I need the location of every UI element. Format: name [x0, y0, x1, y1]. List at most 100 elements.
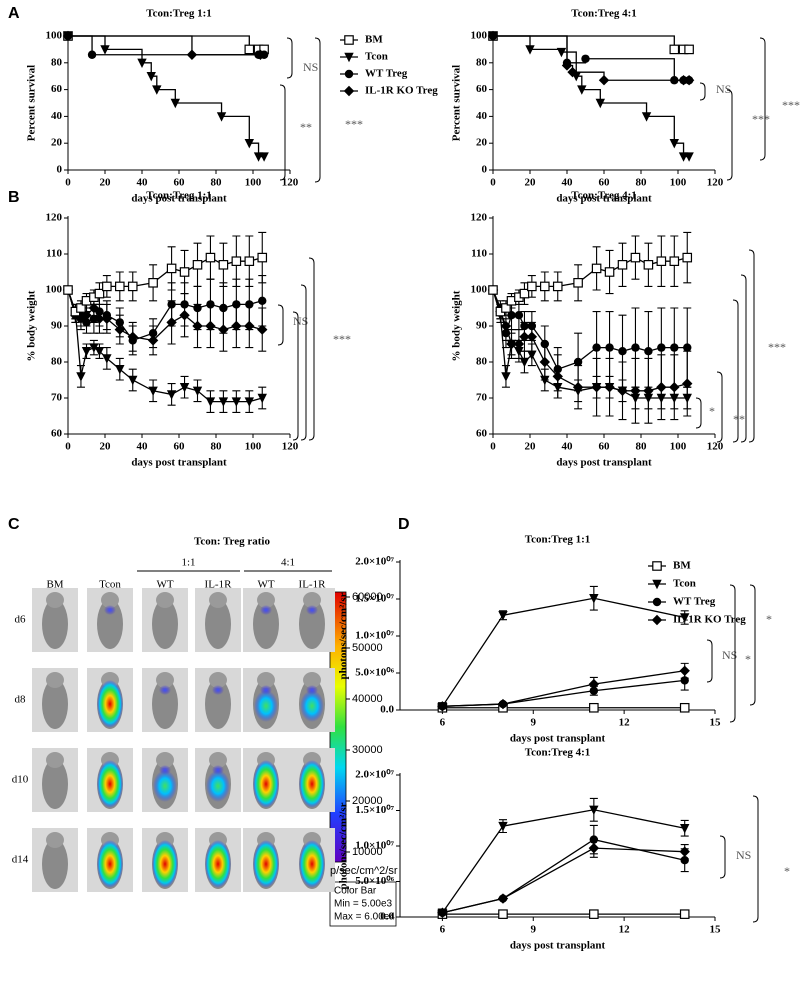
significance-bracket [695, 397, 702, 429]
signal [104, 605, 116, 615]
signal [306, 605, 318, 615]
marker-diamond [604, 382, 615, 393]
step-line [68, 35, 265, 158]
marker-diamond [513, 338, 525, 350]
row-label: d6 [15, 614, 27, 626]
signal [253, 840, 279, 888]
chart-title: Tcon:Treg 1:1 [525, 534, 591, 546]
chart: Tcon:Treg 1:1 0.0 5.0×10⁰⁶ 1.0×10⁰⁷ 1.5×10⁰⁷… [338, 534, 772, 745]
marker-circle [507, 311, 516, 320]
marker-diamond [437, 701, 448, 712]
x-tick-label: 100 [670, 177, 687, 189]
y-tick-label: 1.5×10⁰⁷ [355, 593, 394, 605]
x-tick-label: 60 [599, 441, 611, 453]
y-tick-label: 20 [476, 137, 488, 149]
mouse-head [46, 752, 64, 768]
y-tick-label: 0.0 [380, 911, 394, 923]
x-tick-label: 40 [137, 177, 149, 189]
significance-label: *** [752, 112, 770, 126]
marker-diamond [497, 698, 509, 710]
marker-triangle [498, 821, 508, 832]
marker-diamond [679, 846, 690, 857]
x-tick-label: 20 [100, 177, 112, 189]
marker-square [205, 252, 216, 263]
marker-square [669, 256, 680, 266]
mouse-head [303, 672, 321, 688]
x-tick-label: 12 [619, 717, 631, 729]
mouse-head [46, 672, 64, 688]
significance-bracket [752, 795, 759, 923]
marker-triangle [205, 397, 216, 407]
marker-triangle [152, 85, 162, 95]
marker-triangle [218, 397, 229, 407]
mouse-body [97, 599, 123, 649]
marker-triangle [102, 354, 112, 364]
marker-square [63, 285, 73, 295]
group-label: 1:1 [181, 557, 195, 569]
y-tick-label: 2.0×10⁰⁷ [355, 769, 394, 781]
significance-bracket [300, 284, 307, 441]
significance-label: ** [733, 412, 745, 426]
marker-diamond [598, 75, 610, 86]
x-tick-label: 20 [100, 441, 112, 453]
marker-triangle [680, 613, 690, 623]
marker-diamond [678, 75, 689, 86]
signal [153, 770, 177, 802]
significance-label: NS [303, 60, 318, 74]
marker-triangle [137, 58, 147, 68]
x-axis-label: days post transplant [556, 193, 652, 205]
marker-triangle [257, 393, 267, 404]
step-line [493, 35, 690, 51]
marker-triangle [216, 112, 227, 122]
marker-diamond [591, 382, 602, 393]
marker-triangle [170, 98, 180, 109]
x-tick-label: 100 [245, 177, 262, 189]
x-tick-label: 60 [599, 177, 611, 189]
significance-label: NS [722, 648, 737, 662]
marker-square [617, 260, 628, 270]
y-tick-label: 5.0×10⁰⁶ [355, 667, 394, 679]
marker-circle [618, 347, 627, 356]
x-tick-label: 60 [174, 177, 186, 189]
x-axis-label: days post transplant [510, 940, 606, 952]
marker-square [652, 561, 662, 571]
mouse-head [209, 752, 227, 768]
marker-circle [605, 343, 614, 352]
panel-c-title: Tcon: Treg ratio [194, 536, 270, 548]
y-tick-label: 0 [482, 164, 488, 176]
y-tick-label: 1.0×10⁰⁷ [355, 840, 394, 852]
mouse-head [257, 592, 275, 608]
chart-title: Tcon:Treg 4:1 [571, 190, 637, 202]
x-tick-label: 15 [710, 924, 722, 936]
y-tick-label: 2.0×10⁰⁷ [355, 556, 394, 568]
significance-bracket [759, 37, 766, 161]
x-tick-label: 0 [65, 177, 71, 189]
mouse-body [205, 599, 231, 649]
x-axis-label: days post transplant [131, 193, 227, 205]
marker-diamond [147, 335, 159, 346]
mouse-head [209, 592, 227, 608]
mouse-body [42, 839, 68, 889]
color-bar-unit: p/sec/cm^2/sr [330, 865, 398, 877]
column-label: WT [257, 579, 274, 591]
x-tick-label: 0 [65, 441, 71, 453]
marker-triangle [680, 824, 690, 834]
y-axis-label: Percent survival [451, 65, 463, 141]
significance-label: NS [716, 82, 731, 96]
y-tick-label: 90 [476, 320, 488, 332]
y-tick-label: 0.0 [380, 704, 394, 716]
marker-triangle [641, 112, 652, 122]
marker-triangle [652, 579, 662, 590]
marker-diamond [567, 66, 578, 78]
significance-label: *** [768, 340, 786, 354]
signal [97, 760, 123, 808]
chart-title: Tcon:Treg 4:1 [571, 8, 637, 20]
color-bar-note: Max = 6.00e4 [334, 912, 395, 923]
signal [205, 840, 231, 888]
y-tick-label: 70 [476, 392, 488, 404]
significance-label: *** [782, 98, 800, 112]
marker-triangle [556, 47, 567, 58]
y-tick-label: 20 [51, 137, 63, 149]
y-tick-label: 100 [46, 284, 63, 296]
marker-triangle [179, 383, 190, 393]
